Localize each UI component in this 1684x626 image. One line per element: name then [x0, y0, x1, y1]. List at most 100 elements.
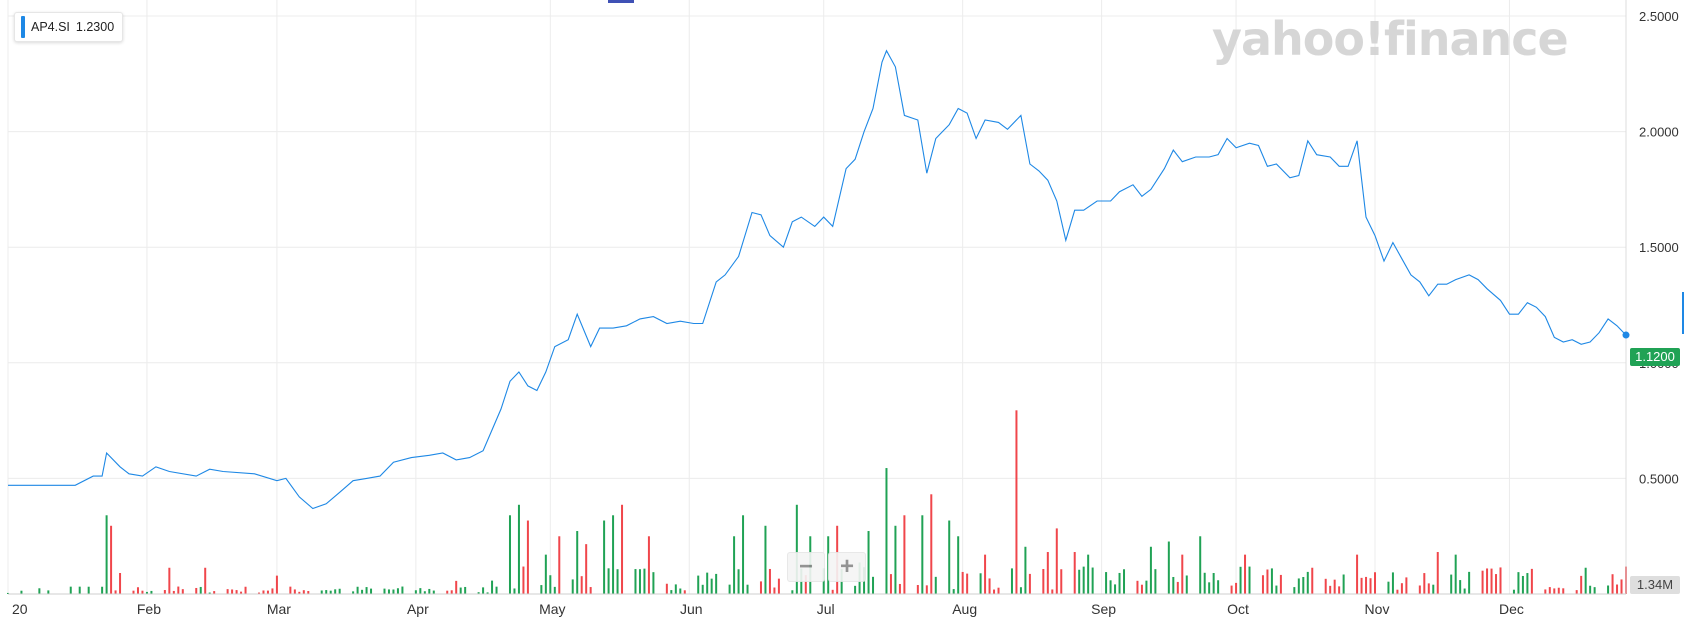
- volume-bar: [293, 589, 296, 594]
- volume-bar: [1432, 584, 1435, 594]
- volume-bar: [576, 531, 579, 594]
- volume-bar: [1266, 569, 1269, 594]
- volume-bar: [20, 590, 23, 594]
- volume-bar: [1512, 589, 1515, 594]
- volume-bar: [1418, 585, 1421, 594]
- volume-bar: [78, 586, 81, 594]
- volume-bar: [450, 590, 453, 594]
- volume-bar: [1270, 568, 1273, 594]
- volume-bar: [701, 584, 704, 594]
- volume-bar: [737, 569, 740, 594]
- volume-bar: [1620, 579, 1623, 594]
- volume-bar: [338, 588, 341, 594]
- volume-bar: [957, 536, 960, 594]
- volume-bar: [585, 544, 588, 594]
- volume-bar: [733, 536, 736, 594]
- volume-bar: [235, 590, 238, 594]
- volume-bar: [898, 583, 901, 594]
- volume-bar: [872, 576, 875, 594]
- volume-bar: [1544, 589, 1547, 594]
- volume-bar: [329, 590, 332, 594]
- last-price-dot: [1622, 331, 1630, 339]
- volume-bar: [549, 575, 552, 594]
- volume-bar: [1481, 570, 1484, 594]
- volume-bar: [1400, 583, 1403, 594]
- volume-bar: [589, 587, 592, 594]
- volume-bar: [110, 525, 113, 594]
- volume-bar: [1275, 585, 1278, 594]
- zoom-in-button[interactable]: +: [828, 552, 866, 582]
- volume-bar: [1427, 583, 1430, 594]
- volume-bar: [777, 578, 780, 594]
- volume-bar: [916, 585, 919, 594]
- volume-bar: [517, 504, 520, 594]
- volume-bar: [486, 592, 489, 594]
- x-tick-label: 20: [12, 601, 28, 617]
- volume-bar: [320, 590, 323, 594]
- volume-bar: [742, 515, 745, 594]
- volume-bar: [181, 589, 184, 594]
- zoom-out-button[interactable]: −: [787, 552, 825, 582]
- volume-bar: [670, 590, 673, 594]
- volume-bar: [275, 575, 278, 594]
- volume-bar: [150, 590, 153, 594]
- volume-bar: [1391, 572, 1394, 594]
- volume-bar: [930, 494, 933, 594]
- volume-bar: [952, 589, 955, 594]
- volume-bar: [370, 588, 373, 594]
- volume-bar: [759, 581, 762, 594]
- y-tick-label: 1.5000: [1639, 240, 1679, 255]
- volume-bar: [432, 590, 435, 594]
- x-tick-label: Jul: [817, 601, 835, 617]
- volume-bar: [231, 589, 234, 594]
- volume-bar: [795, 504, 798, 594]
- volume-bar: [266, 590, 269, 594]
- volume-bar: [1306, 571, 1309, 594]
- scroll-handle[interactable]: [1682, 292, 1684, 334]
- volume-bar: [889, 574, 892, 594]
- volume-bar: [307, 591, 310, 594]
- legend-value: 1.2300: [75, 20, 115, 34]
- volume-bar: [1073, 552, 1076, 594]
- volume-bar: [746, 584, 749, 594]
- volume-bar: [558, 536, 561, 594]
- volume-bar: [1593, 587, 1596, 594]
- volume-bar: [997, 587, 1000, 594]
- volume-bar: [172, 590, 175, 594]
- volume-bar: [1105, 572, 1108, 594]
- volume-bar: [643, 568, 646, 594]
- volume-bar: [1521, 575, 1524, 594]
- volume-bar: [603, 520, 606, 594]
- volume-bar: [1436, 552, 1439, 594]
- volume-bar: [1454, 554, 1457, 594]
- volume-bar: [508, 515, 511, 594]
- last-price-badge: 1.1200: [1630, 348, 1680, 366]
- volume-bar: [1548, 587, 1551, 594]
- volume-bar: [1553, 588, 1556, 594]
- volume-bar: [365, 587, 368, 594]
- volume-bar: [993, 589, 996, 594]
- volume-bar: [459, 587, 462, 594]
- volume-bar: [1293, 587, 1296, 594]
- volume-bar: [446, 590, 449, 594]
- volume-bar: [361, 589, 364, 594]
- volume-bar: [114, 590, 117, 594]
- volume-bar: [1091, 567, 1094, 594]
- volume-bar: [383, 588, 386, 594]
- volume-bar: [1530, 568, 1533, 594]
- volume-bar: [804, 575, 807, 594]
- volume-bar: [616, 569, 619, 594]
- x-tick-label: May: [539, 601, 565, 617]
- volume-bar: [1046, 552, 1049, 594]
- volume-bar: [948, 520, 951, 594]
- volume-bar: [979, 573, 982, 594]
- x-tick-label: Jun: [680, 601, 703, 617]
- volume-bar: [885, 468, 888, 594]
- x-tick-label: Aug: [952, 601, 977, 617]
- volume-bar: [1136, 580, 1139, 594]
- legend[interactable]: AP4.SI 1.2300: [14, 12, 124, 42]
- volume-bar: [491, 580, 494, 594]
- volume-bar: [544, 554, 547, 594]
